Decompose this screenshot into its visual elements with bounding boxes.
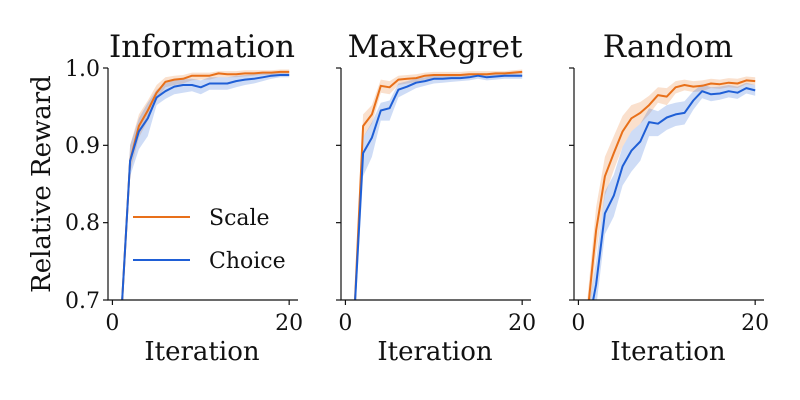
band-choice	[589, 82, 756, 300]
x-ticks: 0 20	[338, 300, 536, 336]
x-axis-label: Iteration	[144, 337, 259, 367]
axis-spines	[573, 68, 764, 301]
y-tick-label: 0.8	[65, 211, 100, 236]
panel-title: Information	[109, 29, 295, 65]
y-tick-label: 0.9	[65, 134, 100, 159]
panel-random: Random 0 20 Iteration	[569, 29, 769, 367]
legend-label-choice: Choice	[209, 249, 286, 274]
panel-title: MaxRegret	[348, 29, 523, 65]
panel-title: Random	[603, 29, 733, 65]
confidence-bands	[354, 69, 523, 300]
x-tick-label: 0	[571, 311, 585, 336]
confidence-bands	[587, 76, 756, 300]
x-tick-label: 0	[338, 311, 352, 336]
x-axis-label: Iteration	[610, 337, 725, 367]
axis-spines	[107, 68, 298, 301]
x-ticks: 0 20	[571, 300, 769, 336]
x-tick-label: 20	[275, 311, 303, 336]
y-tick-label: 0.7	[65, 289, 100, 314]
line-choice	[592, 87, 756, 300]
series-lines	[587, 79, 756, 300]
x-tick-label: 0	[105, 311, 119, 336]
band-scale	[587, 76, 756, 300]
line-choice	[121, 74, 290, 300]
confidence-bands	[121, 69, 290, 300]
line-scale	[121, 70, 290, 300]
y-tick-marks	[103, 67, 108, 301]
line-scale	[354, 70, 523, 300]
x-ticks: 0 20	[105, 300, 303, 336]
y-tick-marks	[569, 67, 574, 301]
line-scale	[587, 79, 756, 300]
y-tick-label: 1.0	[65, 57, 100, 82]
x-tick-label: 20	[508, 311, 536, 336]
series-lines	[121, 70, 290, 300]
legend: Scale Choice	[133, 206, 286, 274]
panel-information: Information Relative Reward 1.0 0.9 0.8 …	[27, 29, 303, 367]
panel-maxregret: MaxRegret 0 20 Iteration	[336, 29, 536, 367]
y-axis-label: Relative Reward	[27, 75, 57, 293]
axis-spines	[340, 68, 531, 301]
x-tick-label: 20	[741, 311, 769, 336]
x-axis-label: Iteration	[377, 337, 492, 367]
line-choice	[354, 74, 523, 300]
legend-label-scale: Scale	[209, 206, 270, 231]
y-tick-marks	[336, 67, 341, 301]
series-lines	[354, 70, 523, 300]
